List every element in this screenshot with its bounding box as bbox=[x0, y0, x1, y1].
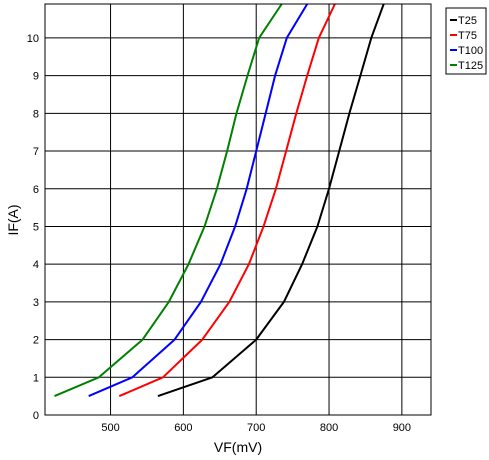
plot-frame bbox=[44, 3, 432, 416]
y-tick-label: 2 bbox=[33, 335, 39, 347]
y-tick-label: 3 bbox=[33, 297, 39, 309]
legend: T25 T75 T100 T125 bbox=[445, 7, 487, 75]
y-tick-label: 7 bbox=[33, 146, 39, 158]
y-tick-label: 4 bbox=[33, 259, 39, 271]
legend-label-t75: T75 bbox=[458, 30, 477, 42]
y-ticks: 0 1 2 3 4 5 6 7 8 9 10 bbox=[27, 33, 39, 422]
y-axis-label: IF(A) bbox=[5, 204, 21, 235]
x-tick-label: 700 bbox=[247, 422, 265, 434]
y-tick-label: 8 bbox=[33, 108, 39, 120]
series-line-t25 bbox=[157, 3, 385, 398]
legend-label-t25: T25 bbox=[458, 15, 477, 27]
grid bbox=[45, 4, 431, 415]
series-line-t125 bbox=[54, 3, 283, 398]
x-tick-label: 800 bbox=[320, 422, 338, 434]
x-tick-label: 600 bbox=[174, 422, 192, 434]
y-tick-label: 6 bbox=[33, 184, 39, 196]
x-tick-label: 900 bbox=[393, 422, 411, 434]
y-tick-label: 0 bbox=[33, 410, 39, 422]
legend-label-t125: T125 bbox=[458, 60, 483, 72]
x-tick-label: 500 bbox=[101, 422, 119, 434]
series-line-t75 bbox=[118, 3, 336, 398]
y-tick-label: 1 bbox=[33, 372, 39, 384]
y-tick-label: 9 bbox=[33, 71, 39, 83]
series-line-t100 bbox=[88, 3, 309, 398]
series-layer bbox=[54, 3, 385, 398]
y-tick-label: 10 bbox=[27, 33, 39, 45]
y-tick-label: 5 bbox=[33, 221, 39, 233]
legend-label-t100: T100 bbox=[458, 45, 483, 57]
x-axis-label: VF(mV) bbox=[214, 439, 262, 455]
x-ticks: 500 600 700 800 900 bbox=[101, 422, 411, 434]
